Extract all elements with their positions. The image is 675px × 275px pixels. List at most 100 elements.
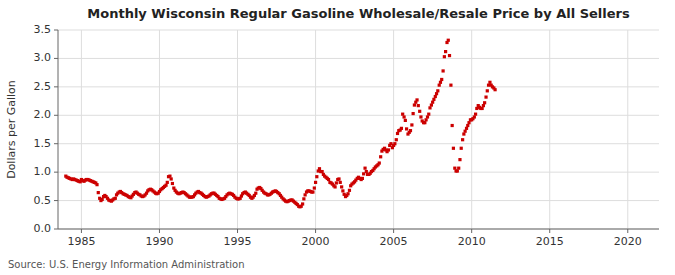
point (438, 84, 441, 87)
point (426, 115, 429, 118)
point (361, 177, 364, 180)
point (415, 98, 418, 101)
point (166, 181, 169, 184)
point (466, 124, 469, 127)
point (464, 130, 467, 133)
point (430, 103, 433, 106)
y-grid-line (58, 229, 659, 230)
x-tick-label: 2010 (458, 235, 486, 248)
point (402, 115, 405, 118)
x-tick-label: 2000 (302, 235, 330, 248)
point (462, 132, 465, 135)
y-axis-line (58, 30, 59, 229)
point (339, 181, 342, 184)
page: {"chart_data": { "type": "scatter", "tit… (0, 0, 675, 275)
point (418, 110, 421, 113)
x-tick (471, 229, 472, 233)
point (114, 197, 117, 200)
point (447, 39, 450, 42)
point (444, 50, 447, 53)
point (337, 177, 340, 180)
point (302, 197, 305, 200)
point (97, 191, 100, 194)
point (431, 101, 434, 104)
point (335, 181, 338, 184)
point (313, 186, 316, 189)
x-tick (627, 229, 628, 233)
point (412, 112, 415, 115)
y-grid-line (58, 115, 659, 116)
grid (58, 30, 659, 229)
y-tick-label: 0.5 (34, 194, 52, 207)
chart: 0.00.51.01.52.02.53.03.51985199019952000… (0, 0, 675, 275)
x-grid-line (471, 30, 472, 229)
y-grid-line (58, 30, 659, 31)
y-axis-label: Dollars per Gallon (5, 80, 18, 179)
point (434, 95, 437, 98)
point (465, 127, 468, 130)
axes: 0.00.51.01.52.02.53.03.51985199019952000… (34, 23, 660, 248)
y-tick (54, 200, 58, 201)
point (484, 95, 487, 98)
point (424, 118, 427, 121)
x-tick-label: 1995 (224, 235, 252, 248)
point (170, 177, 173, 180)
point (315, 175, 318, 178)
point (311, 190, 314, 193)
x-tick (237, 229, 238, 233)
y-tick (54, 58, 58, 59)
y-grid-line (58, 58, 659, 59)
x-grid-line (315, 30, 316, 229)
point (365, 170, 368, 173)
point (341, 189, 344, 192)
point (467, 121, 470, 124)
x-tick-label: 2015 (536, 235, 564, 248)
x-tick (549, 229, 550, 233)
point (453, 167, 456, 170)
point (473, 115, 476, 118)
point (442, 69, 445, 72)
y-tick (54, 115, 58, 116)
x-grid-line (393, 30, 394, 229)
point (378, 161, 381, 164)
point (405, 127, 408, 130)
point (439, 81, 442, 84)
x-grid-line (81, 30, 82, 229)
y-tick (54, 30, 58, 31)
point (460, 147, 463, 150)
source-annotation: Source: U.S. Energy Information Administ… (8, 259, 245, 270)
point (95, 183, 98, 186)
point (333, 185, 336, 188)
point (457, 167, 460, 170)
point (452, 147, 455, 150)
x-tick (81, 229, 82, 233)
point (168, 175, 171, 178)
y-tick-label: 3.5 (34, 23, 52, 36)
point (458, 158, 461, 161)
point (409, 129, 412, 132)
x-tick-label: 2005 (380, 235, 408, 248)
x-tick (159, 229, 160, 233)
point (474, 113, 477, 116)
point (461, 138, 464, 141)
point (340, 185, 343, 188)
point (101, 198, 104, 201)
point (443, 55, 446, 58)
point (482, 104, 485, 107)
point (318, 167, 321, 170)
point (423, 121, 426, 124)
point (387, 148, 390, 151)
point (448, 54, 451, 57)
point (481, 107, 484, 110)
y-grid-line (58, 200, 659, 201)
y-tick (54, 143, 58, 144)
point (428, 106, 431, 109)
point (456, 169, 459, 172)
y-tick-label: 3.0 (34, 51, 52, 64)
point (164, 184, 167, 187)
point (413, 103, 416, 106)
point (419, 115, 422, 118)
y-tick (54, 172, 58, 173)
point (401, 113, 404, 116)
points (64, 39, 496, 209)
